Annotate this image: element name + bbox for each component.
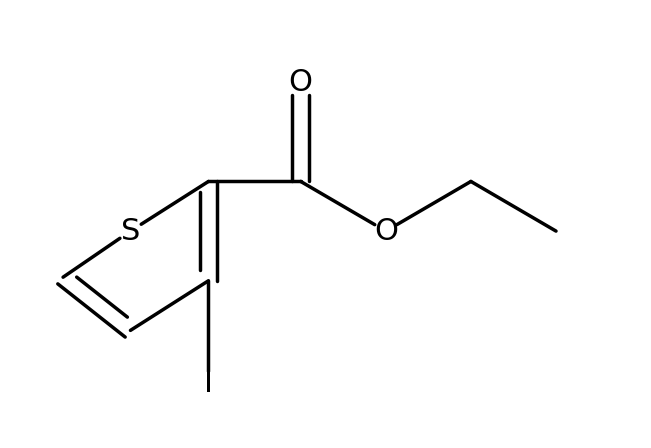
Text: O: O	[374, 216, 398, 246]
Text: O: O	[288, 68, 312, 97]
Text: I: I	[204, 369, 213, 398]
Text: S: S	[121, 216, 140, 246]
